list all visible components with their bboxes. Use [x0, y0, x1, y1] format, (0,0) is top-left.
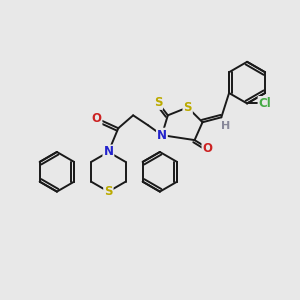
Text: N: N [103, 146, 113, 158]
Text: N: N [157, 129, 167, 142]
Text: Cl: Cl [259, 97, 271, 110]
Text: S: S [154, 96, 162, 109]
Text: O: O [92, 112, 101, 125]
Text: O: O [202, 142, 212, 154]
Text: H: H [221, 121, 230, 131]
Text: S: S [104, 185, 112, 198]
Text: S: S [183, 101, 192, 114]
